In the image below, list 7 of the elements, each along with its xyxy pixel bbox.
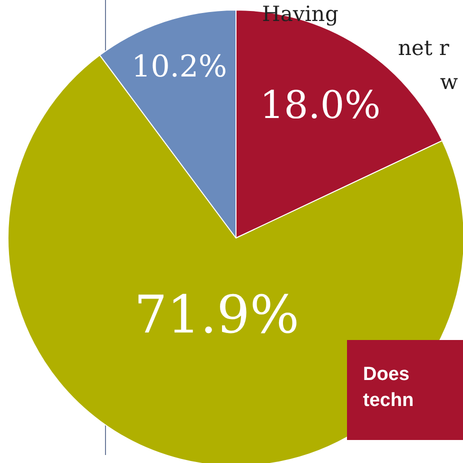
text: Having xyxy=(262,2,338,26)
data-label: 71.9% xyxy=(134,285,300,346)
text: net r xyxy=(398,36,450,60)
text: Does techn xyxy=(347,340,463,440)
data-label: 10.2% xyxy=(132,50,227,85)
data-label: 18.0% xyxy=(260,83,381,128)
text: w xyxy=(440,70,458,94)
